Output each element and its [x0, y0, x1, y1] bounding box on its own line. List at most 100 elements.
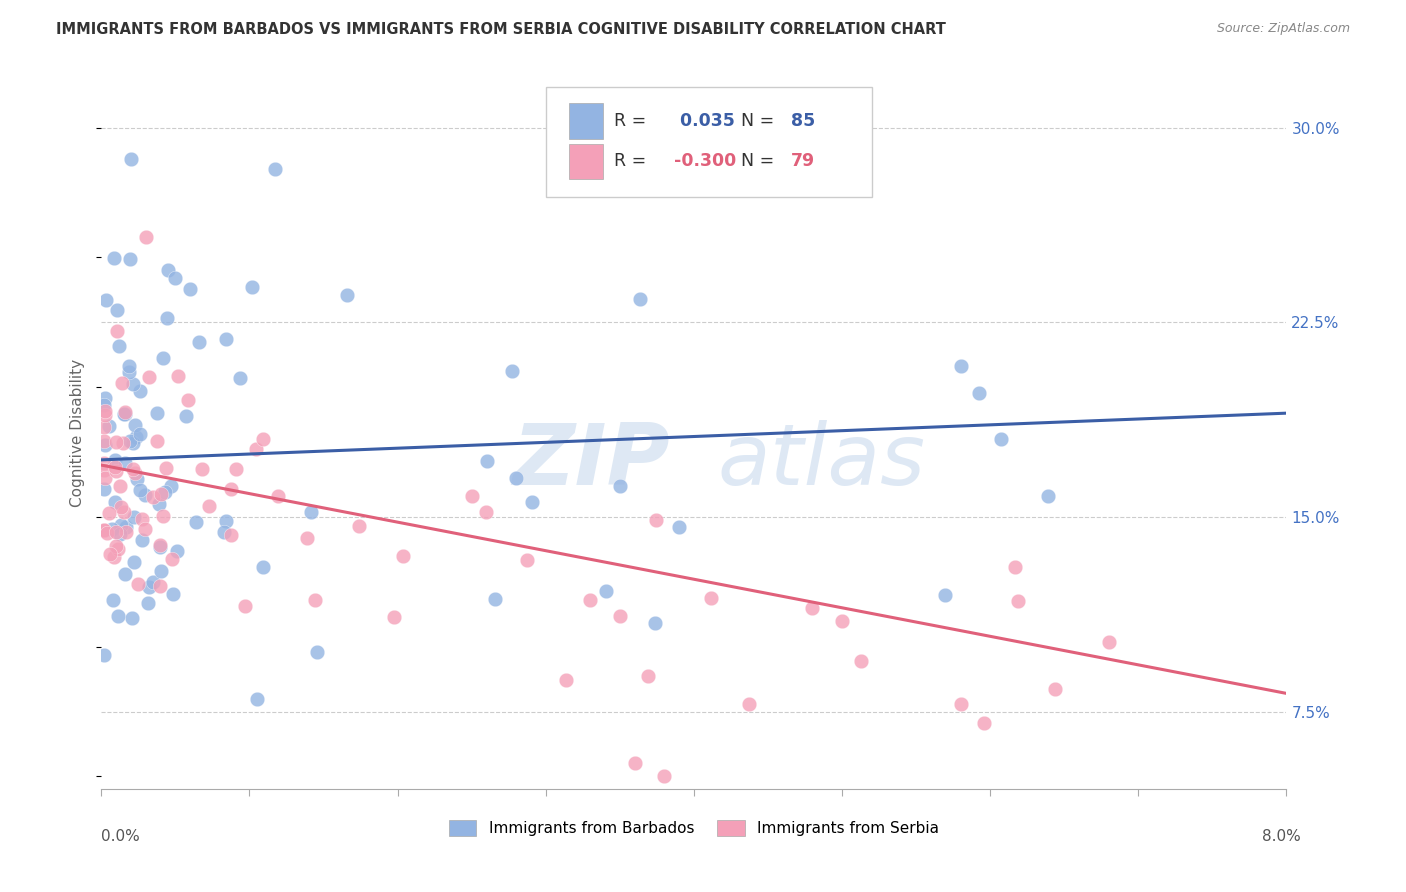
Y-axis label: Cognitive Disability: Cognitive Disability: [70, 359, 86, 507]
Point: [609, 479, 631, 493]
Text: R =: R =: [614, 112, 647, 129]
Point: [107, 541, 129, 556]
Point: [115, 524, 138, 539]
Point: [1004, 560, 1026, 574]
Point: [934, 588, 956, 602]
Point: [382, 610, 405, 624]
Point: [138, 580, 160, 594]
Point: [122, 462, 145, 476]
Point: [93, 524, 115, 538]
Point: [637, 669, 659, 683]
Text: 0.0%: 0.0%: [101, 830, 141, 844]
Point: [97, 418, 120, 433]
Point: [94, 438, 117, 452]
Point: [849, 654, 872, 668]
Point: [990, 432, 1012, 446]
Point: [114, 405, 136, 419]
Point: [212, 525, 235, 540]
Point: [105, 325, 128, 339]
Point: [191, 461, 214, 475]
Point: [134, 522, 156, 536]
Text: atlas: atlas: [717, 419, 925, 503]
Text: R =: R =: [614, 153, 647, 170]
Point: [460, 489, 482, 503]
Point: [150, 486, 173, 500]
Point: [128, 384, 150, 398]
Point: [131, 512, 153, 526]
Point: [107, 303, 129, 318]
Point: [219, 528, 242, 542]
Point: [122, 435, 145, 450]
Point: [112, 435, 135, 450]
Point: [165, 271, 187, 285]
Point: [104, 495, 127, 509]
Point: [184, 515, 207, 529]
Point: [264, 161, 287, 176]
Point: [155, 484, 177, 499]
Point: [652, 769, 675, 783]
Legend: Immigrants from Barbados, Immigrants from Serbia: Immigrants from Barbados, Immigrants fro…: [443, 814, 945, 842]
Point: [114, 407, 136, 421]
Text: 8.0%: 8.0%: [1261, 830, 1301, 844]
Point: [1036, 489, 1059, 503]
Point: [97, 506, 120, 520]
Point: [121, 377, 143, 392]
Point: [98, 547, 121, 561]
Point: [197, 500, 219, 514]
Point: [162, 552, 184, 566]
Point: [142, 490, 165, 504]
Point: [142, 575, 165, 590]
Point: [93, 463, 115, 477]
Point: [252, 559, 274, 574]
Point: [179, 282, 201, 296]
Point: [579, 593, 602, 607]
Point: [505, 471, 527, 485]
Point: [112, 505, 135, 519]
Point: [831, 614, 853, 628]
Point: [501, 364, 523, 378]
Text: Source: ZipAtlas.com: Source: ZipAtlas.com: [1216, 22, 1350, 36]
Point: [93, 482, 115, 496]
Text: IMMIGRANTS FROM BARBADOS VS IMMIGRANTS FROM SERBIA COGNITIVE DISABILITY CORRELAT: IMMIGRANTS FROM BARBADOS VS IMMIGRANTS F…: [56, 22, 946, 37]
Point: [252, 432, 274, 446]
Point: [644, 513, 666, 527]
Point: [225, 461, 247, 475]
Point: [1098, 635, 1121, 649]
Point: [127, 472, 149, 486]
Point: [484, 591, 506, 606]
Point: [104, 434, 127, 449]
Text: 85: 85: [792, 112, 815, 129]
Point: [167, 368, 190, 383]
Point: [336, 288, 359, 302]
Point: [949, 697, 972, 711]
Point: [101, 592, 124, 607]
Point: [110, 376, 132, 391]
FancyBboxPatch shape: [546, 87, 872, 197]
Point: [104, 453, 127, 467]
Point: [105, 464, 128, 478]
Point: [93, 434, 115, 448]
Point: [110, 526, 132, 541]
Point: [115, 519, 138, 533]
Point: [973, 716, 995, 731]
Point: [554, 673, 576, 687]
Point: [103, 251, 125, 265]
Point: [152, 509, 174, 524]
Point: [112, 408, 135, 422]
Point: [1007, 594, 1029, 608]
Point: [120, 152, 142, 166]
Point: [160, 478, 183, 492]
Point: [124, 555, 146, 569]
Point: [295, 532, 318, 546]
Point: [214, 333, 236, 347]
Point: [94, 392, 117, 406]
Point: [516, 552, 538, 566]
Point: [122, 510, 145, 524]
Point: [118, 366, 141, 380]
Point: [245, 442, 267, 456]
Point: [219, 482, 242, 496]
Point: [623, 756, 645, 771]
Point: [136, 596, 159, 610]
Point: [246, 691, 269, 706]
Point: [93, 399, 115, 413]
